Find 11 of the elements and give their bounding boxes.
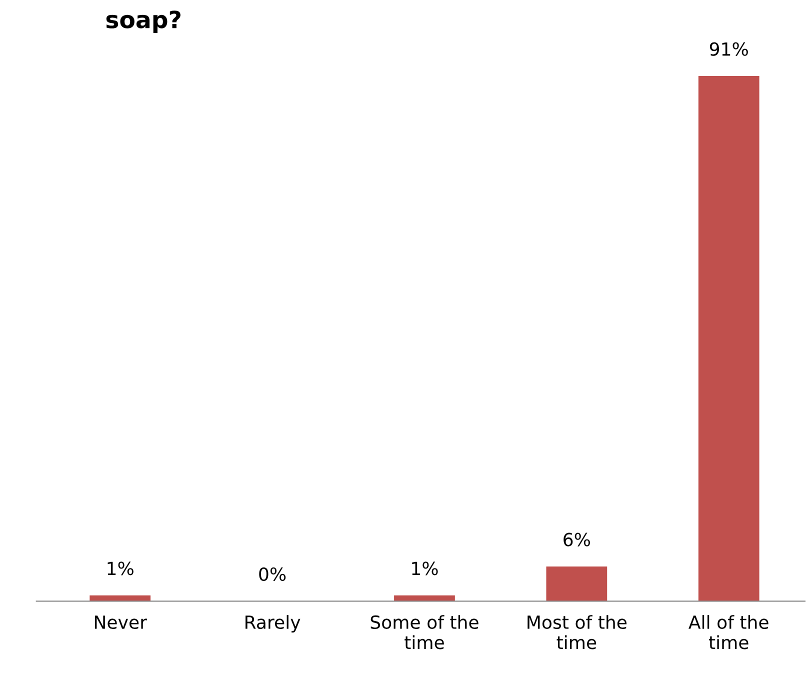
data-label: 1%: [108, 562, 134, 576]
data-label: 91%: [710, 42, 748, 56]
x-tick-label: Most of the time: [528, 615, 627, 650]
chart-title: soap?: [106, 10, 180, 34]
x-tick-label: Rarely: [246, 615, 300, 633]
data-label: 0%: [259, 567, 286, 582]
data-label: 6%: [564, 532, 590, 546]
x-tick-label: Some of the time: [370, 615, 478, 650]
x-tick-label: Never: [94, 616, 148, 630]
data-label: 1%: [412, 562, 438, 576]
x-tick-label: All of the time: [688, 615, 768, 650]
